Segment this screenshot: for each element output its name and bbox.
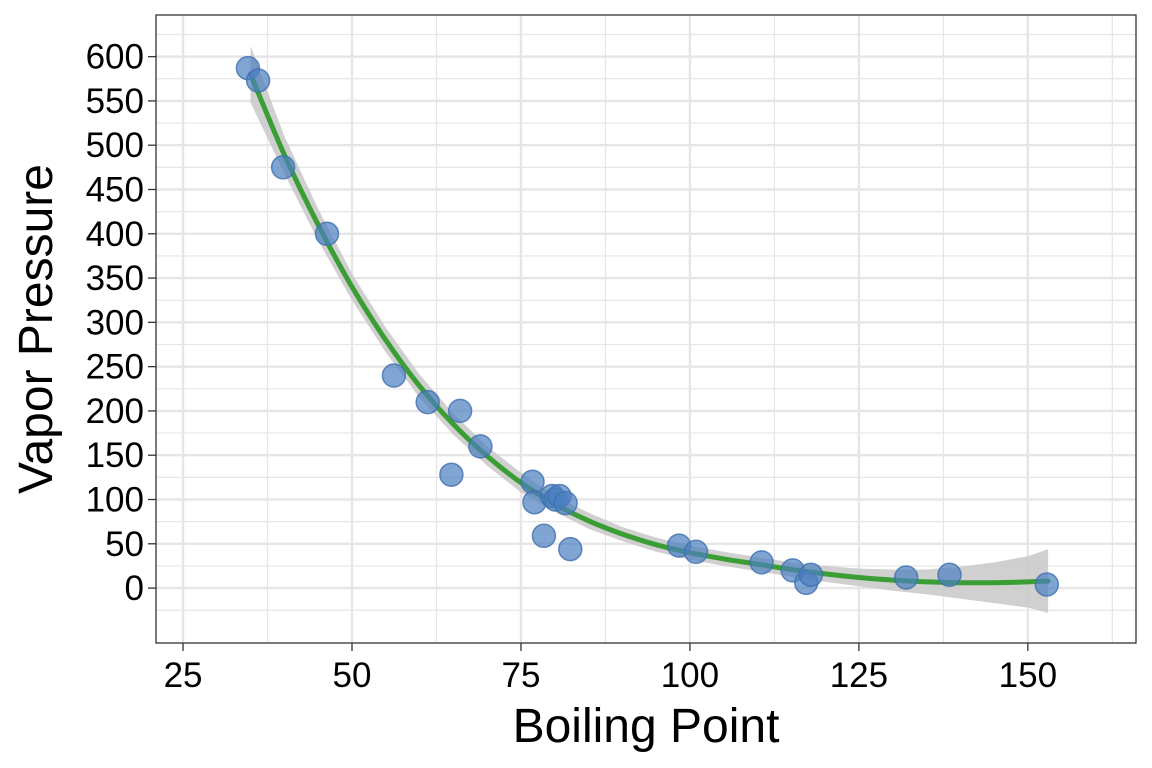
data-point [415,389,440,415]
data-point [683,539,709,565]
data-point [531,523,557,549]
y-tick-label: 0 [125,569,144,608]
x-tick-label: 150 [999,656,1057,695]
data-point [245,68,271,93]
data-point [553,490,578,516]
y-axis: 0 50 100 150 200 250 300 350 400 450 500 550 600 [86,38,156,608]
x-tick-label: 25 [164,656,203,695]
data-point [558,536,583,562]
y-tick-label: 350 [86,259,144,298]
panel-border [155,14,1137,644]
x-tick-label: 75 [501,656,540,695]
y-tick-label: 300 [86,303,144,342]
fit-line-layer [248,71,1051,586]
points-layer [235,55,1060,597]
y-tick-label: 50 [105,525,144,564]
y-tick-label: 400 [86,215,144,254]
data-point [439,462,464,487]
y-tick-label: 200 [86,392,144,431]
x-tick-label: 50 [333,656,372,695]
y-tick-label: 600 [86,38,144,77]
data-point [893,565,919,590]
data-point [314,221,340,247]
y-tick-label: 150 [86,436,144,475]
y-tick-label: 100 [86,481,144,520]
data-point [1034,572,1060,597]
y-tick-label: 500 [86,126,144,165]
data-point [798,562,824,588]
x-tick-label: 100 [661,656,719,695]
data-point [468,434,493,459]
x-axis: 25 50 75 100 125 150 [164,643,1057,695]
data-point [749,550,774,575]
y-tick-label: 550 [86,82,144,121]
y-tick-label: 450 [86,170,144,209]
y-axis-title: Vapor Pressure [10,164,63,494]
data-point [520,469,545,495]
panel-background [156,15,1136,643]
x-axis-title: Boiling Point [513,700,780,753]
data-point [270,155,296,180]
data-point [381,363,407,388]
fit-line [248,71,1051,586]
data-point [937,562,962,588]
y-tick-label: 250 [86,348,144,387]
grid-minor [156,15,1136,643]
data-point [447,398,473,424]
x-tick-label: 125 [830,656,888,695]
grid-major [156,15,1136,643]
